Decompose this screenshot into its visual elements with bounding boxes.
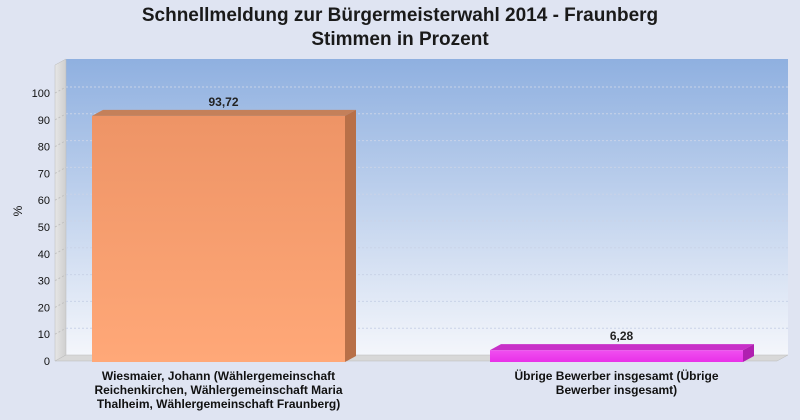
y-tick-label: 80 bbox=[38, 142, 50, 154]
bar-top bbox=[490, 344, 754, 351]
chart-title: Schnellmeldung zur Bürgermeisterwahl 201… bbox=[141, 5, 659, 26]
data-label: 6,28 bbox=[610, 329, 634, 343]
bar bbox=[92, 115, 345, 362]
bar bbox=[490, 350, 743, 362]
data-label: 93,72 bbox=[208, 95, 238, 109]
category-label: Wiesmaier, Johann (Wählergemeinschaft Rei… bbox=[94, 369, 343, 411]
y-tick-label: 40 bbox=[38, 249, 50, 261]
y-tick-label: 70 bbox=[38, 168, 50, 180]
chart-subtitle: Stimmen in Prozent bbox=[311, 29, 489, 50]
y-tick-label: 0 bbox=[44, 356, 50, 368]
category-label: Übrige Bewerber insgesamt (Übrige Bewerbe… bbox=[514, 369, 719, 397]
left-wall bbox=[54, 58, 67, 362]
y-axis-label: % bbox=[11, 205, 25, 216]
y-tick-label: 30 bbox=[38, 276, 50, 288]
y-tick-label: 50 bbox=[38, 222, 50, 234]
bar-side bbox=[345, 109, 356, 362]
y-tick-label: 60 bbox=[38, 195, 50, 207]
y-tick-label: 10 bbox=[38, 329, 50, 341]
y-tick-label: 100 bbox=[32, 88, 50, 100]
y-tick-label: 20 bbox=[38, 302, 50, 314]
y-tick-label: 90 bbox=[38, 115, 50, 127]
bar-side bbox=[743, 344, 754, 362]
bar-top bbox=[92, 109, 356, 116]
